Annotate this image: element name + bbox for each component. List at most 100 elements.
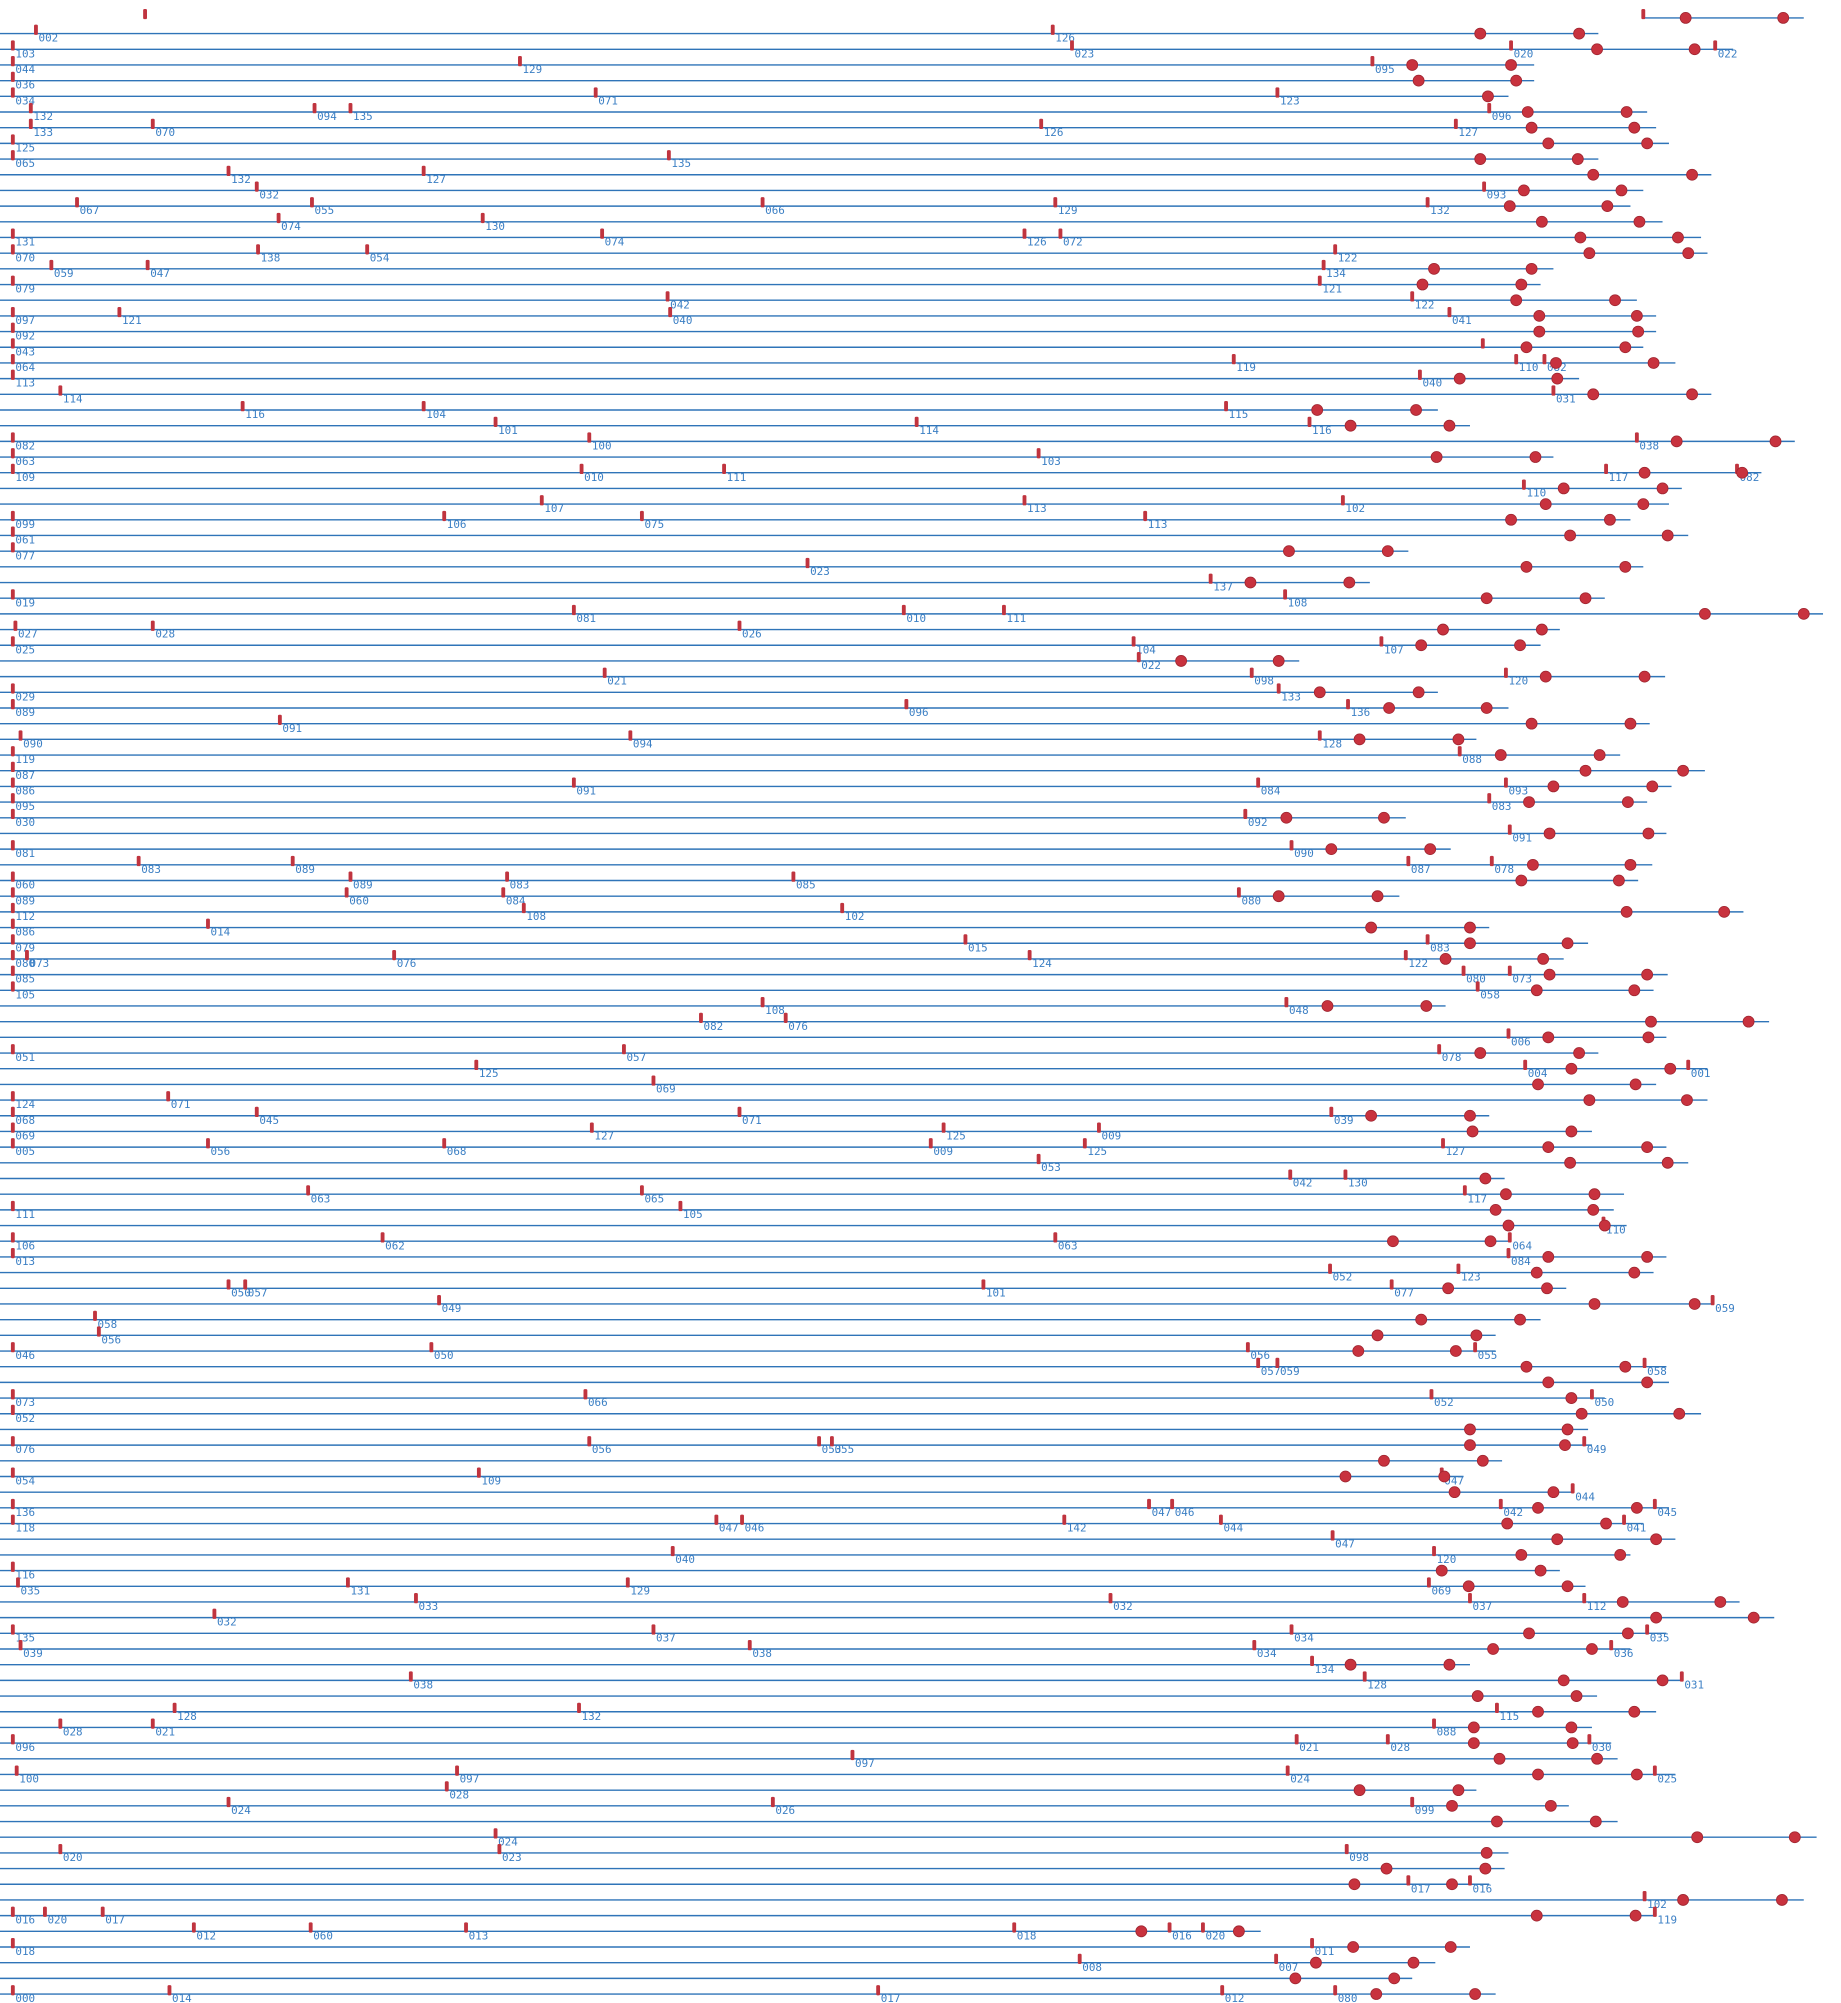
event-tick	[1274, 1953, 1279, 1964]
event-tick	[587, 432, 592, 443]
event-label: 071	[742, 1114, 762, 1127]
event-dot	[1571, 153, 1584, 165]
event-label: 098	[1349, 1851, 1369, 1864]
event-tick	[805, 557, 810, 569]
event-dot	[1521, 106, 1534, 118]
event-tick	[1224, 401, 1228, 412]
event-label: 122	[1338, 251, 1358, 264]
event-label: 057	[627, 1051, 647, 1064]
event-tick	[10, 1734, 15, 1745]
event-tick	[10, 699, 15, 710]
event-tick	[1437, 1044, 1442, 1055]
event-dot	[1628, 1705, 1641, 1718]
event-label: 125	[1087, 1145, 1107, 1158]
event-dot	[1650, 1533, 1663, 1546]
event-tick	[1131, 636, 1136, 647]
event-label: 089	[353, 879, 373, 892]
event-dot	[1650, 1611, 1663, 1624]
event-tick	[226, 1796, 231, 1808]
event-label: 100	[19, 1773, 39, 1786]
event-label: 134	[1326, 267, 1346, 280]
event-tick	[699, 1012, 703, 1023]
event-label: 132	[33, 110, 53, 123]
event-dot	[1530, 1909, 1543, 1922]
event-label: 111	[15, 1208, 35, 1221]
event-tick	[1050, 24, 1055, 35]
event-tick	[10, 1906, 15, 1917]
event-dot	[1620, 905, 1633, 918]
event-label: 126	[1027, 236, 1047, 249]
event-tick	[1503, 777, 1508, 788]
event-tick	[10, 1342, 15, 1353]
event-label: 128	[1322, 737, 1342, 750]
event-label: 033	[419, 1600, 439, 1613]
event-dot	[1591, 43, 1603, 56]
event-tick	[10, 448, 15, 459]
event-dot	[1535, 215, 1548, 228]
event-dot	[1777, 12, 1790, 24]
event-tick	[628, 730, 633, 741]
event-dot	[1542, 1031, 1555, 1044]
event-label: 104	[426, 408, 446, 421]
event-tick	[904, 699, 909, 710]
event-tick	[1275, 87, 1280, 98]
event-label: 105	[683, 1208, 703, 1221]
event-dot	[1469, 1988, 1482, 2000]
event-label: 036	[1614, 1647, 1634, 1660]
event-tick	[1713, 40, 1718, 51]
event-dot	[1523, 796, 1535, 808]
event-tick	[429, 1342, 434, 1353]
event-label: 080	[1338, 1992, 1358, 2003]
event-dot	[1551, 372, 1564, 385]
event-dot	[1551, 1533, 1564, 1546]
event-dot	[1503, 200, 1516, 212]
event-label: 054	[370, 251, 390, 264]
event-tick	[1256, 777, 1261, 788]
event-dot	[1557, 482, 1570, 495]
event-dot	[1630, 310, 1643, 322]
event-tick	[150, 118, 155, 129]
event-label: 025	[1657, 1773, 1677, 1786]
event-dot	[1442, 1282, 1455, 1295]
event-label: 056	[101, 1333, 121, 1346]
event-tick	[25, 949, 29, 961]
event-label: 024	[231, 1804, 251, 1817]
event-label: 017	[1411, 1882, 1431, 1895]
event-label: 044	[15, 63, 35, 76]
event-label: 050	[231, 1286, 251, 1299]
event-dot	[1544, 1799, 1557, 1812]
event-dot	[1539, 498, 1552, 510]
event-label: 102	[1345, 502, 1365, 515]
event-dot	[1656, 482, 1669, 495]
event-dot	[1523, 1627, 1535, 1640]
event-dot	[1370, 1988, 1383, 2000]
event-tick	[10, 589, 15, 600]
event-tick	[474, 1059, 479, 1070]
event-label: 055	[315, 204, 335, 217]
event-dot	[1464, 1439, 1476, 1452]
event-dot	[1532, 1501, 1544, 1514]
event-label: 047	[1152, 1506, 1172, 1519]
event-dot	[1462, 1580, 1475, 1593]
event-tick	[1509, 40, 1513, 51]
event-tick	[10, 1247, 15, 1259]
event-label: 080	[1241, 894, 1261, 907]
event-tick	[93, 1310, 97, 1321]
event-label: 091	[576, 785, 596, 798]
event-tick	[1426, 1577, 1431, 1588]
event-dot	[1604, 513, 1616, 526]
event-dot	[1588, 1188, 1601, 1201]
event-label: 053	[822, 1443, 842, 1456]
event-dot	[1566, 1737, 1579, 1749]
event-label: 020	[48, 1914, 68, 1927]
event-label: 106	[447, 518, 467, 531]
event-tick	[1582, 1436, 1587, 1447]
event-dot	[1638, 670, 1651, 683]
event-tick	[10, 338, 15, 349]
event-tick	[14, 1765, 19, 1776]
event-dot	[1438, 1470, 1451, 1483]
event-label: 132	[231, 173, 251, 186]
event-label: 097	[460, 1773, 480, 1786]
event-tick	[1346, 699, 1350, 710]
event-label: 031	[1556, 392, 1576, 405]
